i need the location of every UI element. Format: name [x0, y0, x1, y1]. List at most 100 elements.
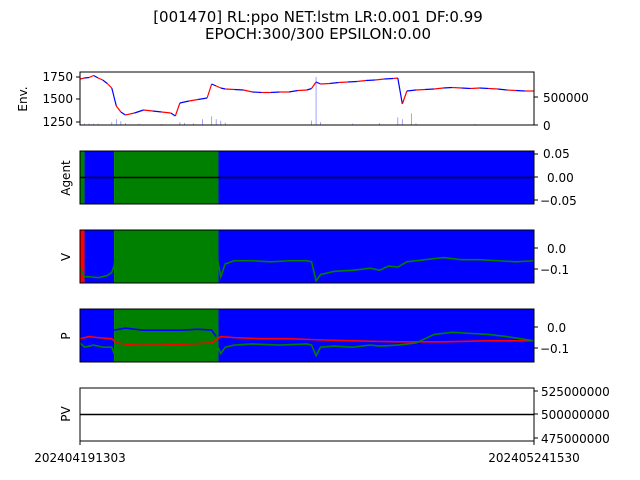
price-segment — [497, 88, 507, 91]
env-left-tick-label: 1250 — [42, 115, 73, 129]
env-frame — [79, 71, 535, 126]
action-region — [218, 230, 534, 283]
v-plot-area — [79, 230, 535, 283]
price-segment — [315, 81, 321, 85]
price-segment — [452, 86, 462, 89]
price-segment — [115, 105, 122, 113]
price-segment — [443, 86, 453, 89]
price-segment — [97, 77, 103, 81]
action-region — [218, 309, 534, 362]
pv-ylabel: PV — [59, 405, 73, 421]
env-panel: Env. 1250 1500 1750 0 500000 — [16, 70, 589, 133]
env-right-axis: 0 500000 — [534, 91, 589, 133]
price-segment — [225, 88, 235, 91]
action-region — [80, 309, 115, 362]
agent-right-tick-label: 0.00 — [547, 171, 574, 185]
price-segment — [401, 90, 408, 105]
price-segment — [365, 79, 376, 82]
figure-title-line1: [001470] RL:ppo NET:lstm LR:0.001 DF:0.9… — [153, 8, 483, 26]
price-segment — [88, 74, 94, 79]
p-right-tick-label: −0.1 — [540, 342, 569, 356]
price-segment — [311, 81, 317, 89]
env-plot-area — [79, 74, 534, 125]
policy-line-green — [79, 331, 535, 358]
agent-right-axis: 0.05 0.00 −0.05 — [534, 147, 577, 208]
p-right-axis: 0.0 −0.1 — [534, 321, 569, 356]
p-plot-area — [79, 309, 535, 362]
p-ylabel: P — [59, 332, 73, 339]
v-right-axis: 0.0 −0.1 — [534, 242, 569, 277]
p-panel: P 0.0 −0.1 — [59, 308, 569, 363]
price-segment — [211, 83, 217, 87]
env-left-tick-label: 1500 — [42, 92, 73, 106]
x-tick-label-end: 202405241530 — [488, 451, 580, 465]
action-region — [80, 230, 85, 283]
price-segment — [252, 91, 262, 94]
env-right-tick-label: 500000 — [543, 91, 589, 105]
action-region — [84, 230, 115, 283]
price-segment — [174, 102, 181, 117]
env-left-tick-label: 1750 — [42, 70, 73, 84]
price-segment — [161, 111, 171, 114]
price-segment — [320, 82, 330, 85]
agent-right-tick-label: 0.05 — [543, 147, 570, 161]
price-segment — [125, 112, 135, 116]
v-panel: V 0.0 −0.1 — [59, 229, 569, 284]
policy-line-red — [79, 335, 534, 346]
price-segment — [488, 87, 498, 90]
price-segment — [506, 89, 516, 92]
price-segment — [106, 83, 113, 89]
price-segment — [134, 109, 144, 114]
price-segment — [288, 89, 299, 93]
price-segment — [143, 109, 153, 112]
agent-right-tick-label: −0.05 — [540, 194, 577, 208]
price-segment — [170, 112, 176, 117]
env-right-tick-label: 0 — [543, 119, 551, 133]
p-right-tick-label: 0.0 — [547, 321, 566, 335]
price-segment — [434, 87, 444, 90]
price-segment — [384, 77, 394, 80]
price-segment — [470, 87, 480, 90]
pv-right-tick-label: 525000000 — [541, 385, 610, 399]
price-segment — [111, 87, 117, 107]
figure-title-line2: EPOCH:300/300 EPSILON:0.00 — [205, 25, 431, 43]
price-segment — [479, 87, 489, 90]
price-segment — [179, 100, 190, 104]
price-segment — [220, 87, 226, 90]
price-segment — [393, 77, 398, 80]
agent-ylabel: Agent — [59, 160, 73, 196]
price-segment — [79, 77, 85, 80]
price-segment — [356, 79, 367, 83]
v-ylabel: V — [59, 252, 73, 261]
v-right-tick-label: −0.1 — [540, 263, 569, 277]
price-segment — [197, 97, 208, 101]
agent-panel: Agent 0.05 0.00 −0.05 — [59, 147, 577, 208]
x-axis: 202404191303 202405241530 — [34, 441, 580, 465]
price-segment — [406, 89, 417, 92]
price-segment — [297, 89, 308, 92]
price-segment — [270, 91, 280, 94]
price-segment — [515, 89, 525, 92]
price-segment — [206, 83, 213, 99]
p-frame — [79, 308, 535, 363]
price-segment — [397, 77, 403, 105]
v-right-tick-label: 0.0 — [547, 242, 566, 256]
price-segment — [120, 111, 126, 116]
policy-line-blue — [113, 327, 217, 338]
pv-panel: PV 525000000 500000000 475000000 — [59, 385, 610, 446]
x-tick-label-start: 202404191303 — [34, 451, 126, 465]
price-segment — [461, 87, 471, 90]
pv-right-axis: 525000000 500000000 475000000 — [534, 385, 610, 446]
pv-right-tick-label: 475000000 — [541, 432, 610, 446]
price-segment — [102, 79, 108, 84]
price-segment — [243, 89, 253, 93]
action-region — [114, 309, 219, 362]
action-region — [114, 230, 219, 283]
price-segment — [425, 88, 435, 91]
price-segment — [375, 78, 385, 81]
price-segment — [215, 85, 221, 89]
v-frame — [79, 229, 535, 284]
price-segment — [84, 76, 90, 79]
agent-plot-area — [80, 151, 534, 204]
